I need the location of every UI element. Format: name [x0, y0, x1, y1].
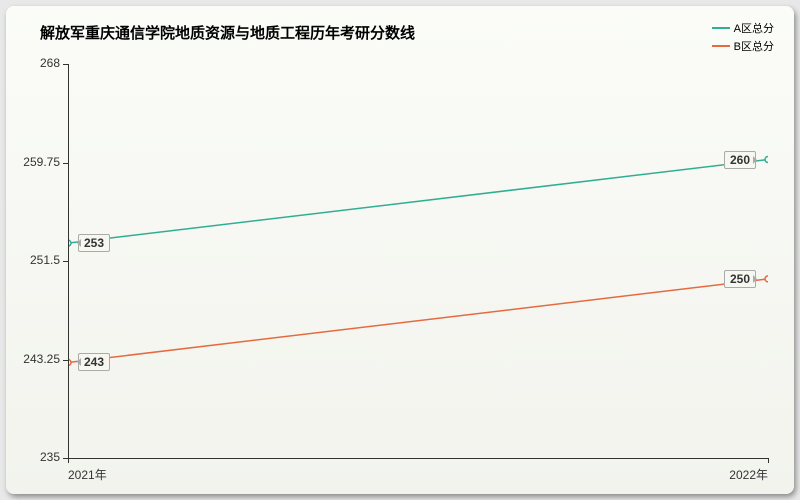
x-axis [68, 458, 768, 459]
legend: A区总分 B区总分 [712, 20, 774, 56]
y-axis [68, 64, 69, 458]
chart-container: 解放军重庆通信学院地质资源与地质工程历年考研分数线 A区总分 B区总分 235 2… [6, 6, 794, 494]
series-marker [765, 157, 768, 163]
y-tick [63, 261, 68, 262]
chart-title: 解放军重庆通信学院地质资源与地质工程历年考研分数线 [40, 22, 415, 43]
series-line [68, 160, 768, 244]
x-tick [68, 458, 69, 463]
series-marker [765, 276, 768, 282]
legend-swatch-b [712, 45, 730, 47]
legend-label-b: B区总分 [734, 38, 774, 54]
y-tick-label: 251.5 [6, 253, 60, 267]
plot-area [68, 64, 768, 458]
legend-item-b: B区总分 [712, 38, 774, 54]
value-label: 253 [78, 234, 110, 252]
y-tick-label: 243.25 [6, 352, 60, 366]
value-label: 260 [724, 151, 756, 169]
y-tick [63, 360, 68, 361]
y-tick-label: 268 [6, 56, 60, 70]
legend-item-a: A区总分 [712, 20, 774, 36]
plot-svg [68, 64, 768, 458]
series-line [68, 279, 768, 363]
x-tick-label: 2021年 [68, 466, 107, 483]
legend-label-a: A区总分 [734, 20, 774, 36]
y-tick-label: 259.75 [6, 155, 60, 169]
y-tick [63, 64, 68, 65]
value-label: 250 [724, 270, 756, 288]
legend-swatch-a [712, 27, 730, 29]
y-tick-label: 235 [6, 450, 60, 464]
value-label: 243 [78, 353, 110, 371]
x-tick-label: 2022年 [724, 466, 768, 483]
x-tick [768, 458, 769, 463]
y-tick [63, 163, 68, 164]
